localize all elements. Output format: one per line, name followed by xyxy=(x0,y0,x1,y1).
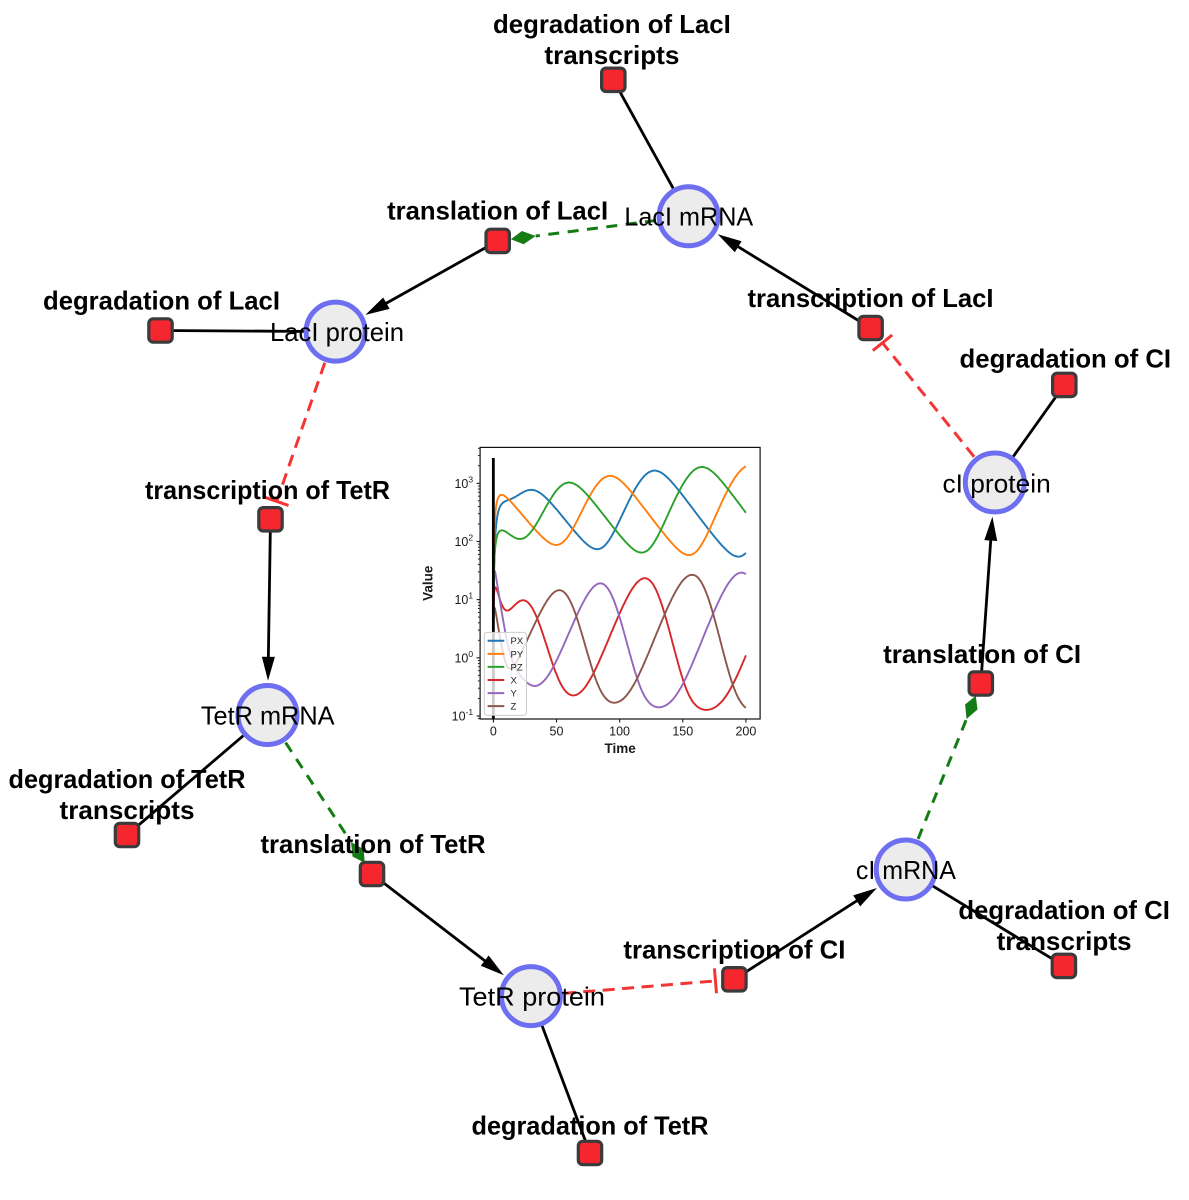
svg-text:cI mRNA: cI mRNA xyxy=(856,855,957,885)
svg-text:200: 200 xyxy=(735,725,756,739)
svg-text:LacI protein: LacI protein xyxy=(270,317,404,347)
svg-text:0: 0 xyxy=(490,725,497,739)
svg-text:transcripts: transcripts xyxy=(544,40,679,70)
svg-text:Z: Z xyxy=(511,702,517,713)
svg-text:100: 100 xyxy=(609,725,630,739)
svg-text:degradation of TetR: degradation of TetR xyxy=(9,764,246,794)
svg-text:50: 50 xyxy=(550,725,564,739)
svg-text:transcription of TetR: transcription of TetR xyxy=(145,475,390,505)
svg-text:transcripts: transcripts xyxy=(60,795,195,825)
svg-text:Y: Y xyxy=(511,689,518,700)
svg-text:TetR mRNA: TetR mRNA xyxy=(201,700,335,730)
svg-text:PX: PX xyxy=(511,636,524,647)
svg-text:transcripts: transcripts xyxy=(997,926,1132,956)
svg-text:translation of LacI: translation of LacI xyxy=(387,195,608,225)
svg-text:TetR protein: TetR protein xyxy=(459,982,605,1012)
svg-text:cI protein: cI protein xyxy=(943,468,1051,498)
svg-text:translation of TetR: translation of TetR xyxy=(261,829,486,859)
svg-text:150: 150 xyxy=(672,725,693,739)
svg-text:degradation of CI: degradation of CI xyxy=(960,344,1172,374)
svg-text:translation of CI: translation of CI xyxy=(883,639,1081,669)
svg-text:Value: Value xyxy=(421,565,436,601)
svg-text:degradation of LacI: degradation of LacI xyxy=(493,9,731,39)
svg-text:transcription of LacI: transcription of LacI xyxy=(748,283,994,313)
svg-text:degradation of LacI: degradation of LacI xyxy=(43,286,280,316)
svg-text:PZ: PZ xyxy=(511,662,523,673)
svg-text:transcription of CI: transcription of CI xyxy=(623,935,845,965)
svg-text:LacI mRNA: LacI mRNA xyxy=(624,202,753,232)
svg-text:degradation of CI: degradation of CI xyxy=(958,895,1170,925)
svg-text:X: X xyxy=(511,675,518,686)
svg-text:degradation of TetR: degradation of TetR xyxy=(472,1111,709,1141)
svg-text:Time: Time xyxy=(604,741,636,756)
svg-text:PY: PY xyxy=(511,649,524,660)
